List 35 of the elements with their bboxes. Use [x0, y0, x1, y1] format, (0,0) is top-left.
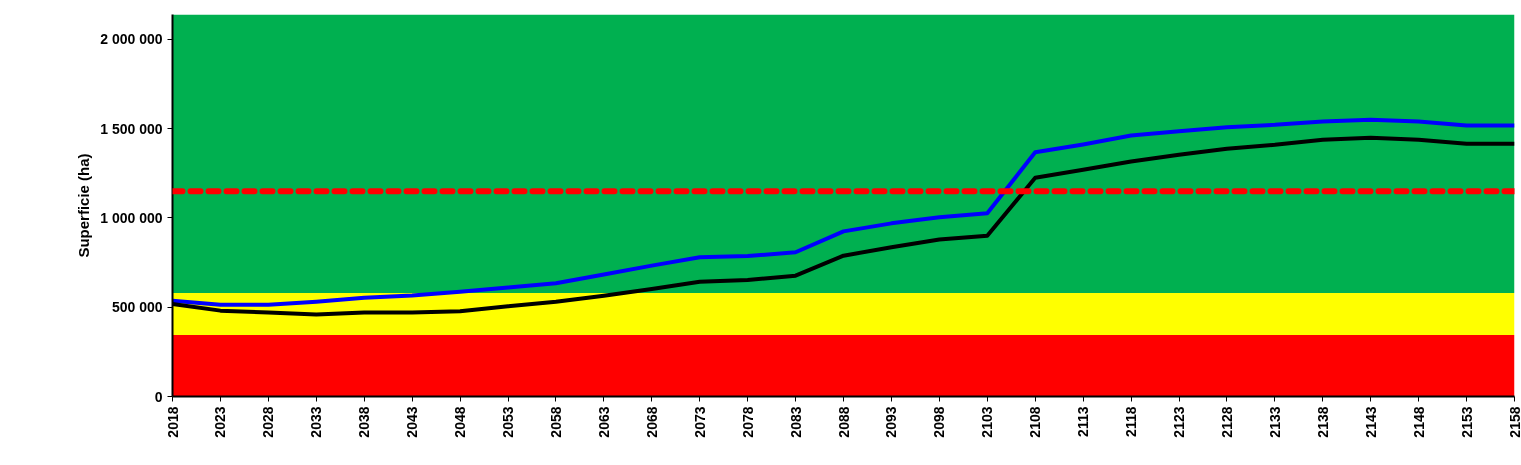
x-tick-label: 2083 [787, 406, 804, 438]
x-tick-label: 2103 [979, 406, 996, 438]
x-tick-label: 2118 [1123, 406, 1140, 437]
x-tick-label: 2108 [1027, 406, 1044, 438]
x-tick-label: 2128 [1218, 406, 1235, 438]
x-tick-label: 2148 [1410, 406, 1427, 438]
x-tick-label: 2058 [547, 406, 564, 438]
x-tick-label: 2143 [1362, 406, 1379, 438]
x-tick-label: 2088 [835, 406, 852, 438]
x-tick-label: 2063 [595, 406, 612, 438]
y-axis-title: Superficie (ha) [75, 153, 93, 258]
x-tick-label: 2093 [883, 406, 900, 438]
x-tick-label: 2033 [308, 406, 325, 438]
y-tick-label: 2 000 000 [100, 31, 163, 48]
y-tick-label: 0 [154, 388, 163, 405]
y-tick-label: 500 000 [111, 299, 163, 316]
x-tick-label: 2018 [164, 406, 181, 438]
x-tick-label: 2123 [1171, 406, 1187, 438]
x-tick-label: 2028 [260, 406, 277, 438]
x-tick-label: 2078 [739, 406, 756, 438]
x-tick-label: 2048 [452, 406, 469, 438]
x-tick-label: 2053 [500, 406, 516, 438]
x-tick-label: 2098 [931, 406, 948, 438]
x-tick-label: 2023 [212, 406, 229, 438]
x-tick-label: 2068 [643, 406, 660, 438]
x-tick-label: 2073 [691, 406, 708, 438]
y-tick-label: 1 000 000 [100, 210, 163, 226]
x-tick-label: 2158 [1506, 406, 1521, 438]
y-tick-label: 1 500 000 [100, 120, 163, 137]
x-tick-label: 2038 [356, 406, 373, 438]
x-tick-label: 2113 [1075, 406, 1092, 437]
x-tick-label: 2138 [1314, 406, 1331, 438]
x-tick-label: 2043 [404, 406, 421, 438]
x-tick-label: 2133 [1266, 406, 1283, 438]
x-tick-label: 2153 [1458, 406, 1475, 438]
